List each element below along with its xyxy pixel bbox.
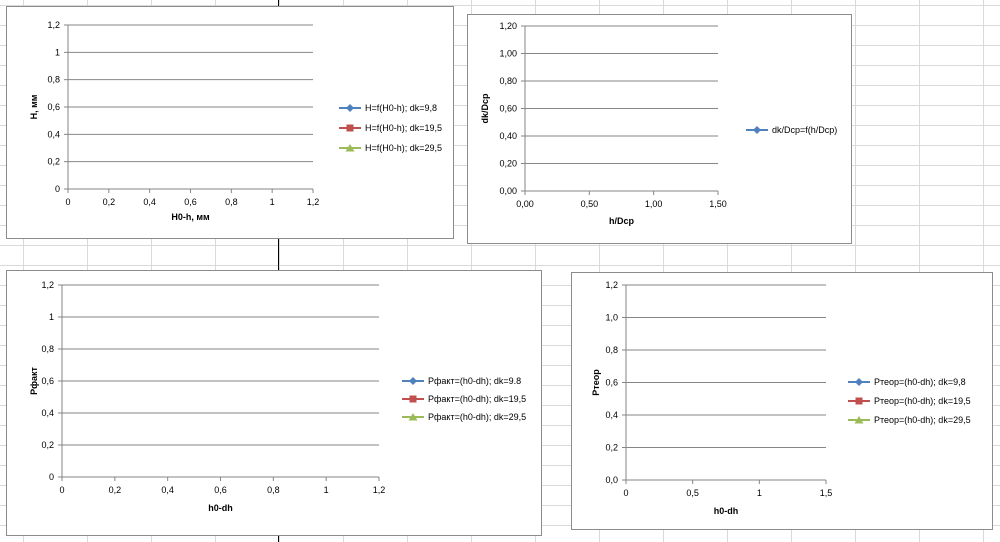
y-tick-label: 0 xyxy=(55,184,60,194)
x-axis-title: h0-dh xyxy=(714,506,739,516)
x-tick-label: 1 xyxy=(270,197,275,207)
legend-label: dk/Dcp=f(h/Dcp) xyxy=(772,125,837,135)
y-tick-label: 0,4 xyxy=(47,129,60,139)
x-tick-label: 0,00 xyxy=(516,199,534,209)
x-tick-label: 0,6 xyxy=(214,485,227,495)
y-tick-label: 0,40 xyxy=(499,131,517,141)
legend-label: Ртеор=(h0-dh); dk=29,5 xyxy=(874,415,971,425)
y-tick-label: 0,4 xyxy=(41,408,54,418)
y-tick-label: 1,20 xyxy=(499,21,517,31)
legend-marker xyxy=(346,124,354,132)
x-tick-label: 0 xyxy=(623,488,628,498)
x-tick-label: 1 xyxy=(324,485,329,495)
chart-h-vs-h0-h[interactable]: 0 0,2 0,4 0,6 0,8 1 1,2 0 0,2 0,4 0,6 0,8 1 1,2 H0-h, … xyxy=(6,6,454,239)
y-tick-label: 0,2 xyxy=(41,440,54,450)
y-tick-label: 0,6 xyxy=(41,376,54,386)
x-tick-label: 0 xyxy=(65,197,70,207)
y-tick-label: 1 xyxy=(55,47,60,57)
x-tick-label: 0,8 xyxy=(225,197,238,207)
y-tick-label: 0,0 xyxy=(605,475,618,485)
x-tick-label: 0 xyxy=(59,485,64,495)
y-tick-label: 0,6 xyxy=(605,378,618,388)
y-tick-label: 1,2 xyxy=(47,20,60,30)
legend-marker xyxy=(346,104,354,112)
legend-marker xyxy=(854,416,864,424)
x-tick-label: 1,2 xyxy=(307,197,320,207)
y-tick-label: 1,00 xyxy=(499,49,517,59)
chart-svg: 0 0,2 0,4 0,6 0,8 1 1,2 0 0,2 0,4 0,6 0,8 1 1,2 h0-dh Р… xyxy=(29,280,526,513)
x-tick-label: 1,50 xyxy=(709,199,727,209)
y-tick-label: 0,60 xyxy=(499,104,517,114)
y-tick-label: 0 xyxy=(49,472,54,482)
chart-p-theor[interactable]: 0,0 0,2 0,4 0,6 0,8 1,0 1,2 0 0,5 1 1,5 h0-dh Ртеор Р… xyxy=(571,272,993,530)
legend-marker xyxy=(408,413,418,421)
y-axis-title: dk/Dcp xyxy=(480,93,490,124)
legend-marker xyxy=(855,378,863,386)
x-tick-label: 0,2 xyxy=(109,485,122,495)
legend-marker xyxy=(409,395,417,403)
y-tick-label: 1,0 xyxy=(605,313,618,323)
x-tick-label: 0,6 xyxy=(184,197,197,207)
y-tick-label: 0,00 xyxy=(499,186,517,196)
legend-marker xyxy=(855,397,863,405)
y-tick-label: 0,20 xyxy=(499,159,517,169)
x-tick-label: 1,00 xyxy=(645,199,663,209)
y-tick-label: 0,8 xyxy=(41,344,54,354)
x-tick-label: 0,5 xyxy=(686,488,699,498)
y-tick-label: 0,80 xyxy=(499,76,517,86)
legend-label: Рфакт=(h0-dh); dk=9.8 xyxy=(428,376,521,386)
legend-label: H=f(H0-h); dk=19,5 xyxy=(365,123,442,133)
y-axis-title: Рфакт xyxy=(29,367,39,395)
y-axis-title: H, мм xyxy=(29,94,39,119)
x-axis-title: h/Dcp xyxy=(609,216,635,226)
x-tick-label: 0,4 xyxy=(143,197,156,207)
y-tick-label: 0,8 xyxy=(47,75,60,85)
y-tick-label: 0,2 xyxy=(47,157,60,167)
legend-marker xyxy=(409,377,417,385)
x-axis-title: h0-dh xyxy=(208,503,233,513)
x-tick-label: 1,5 xyxy=(820,488,833,498)
y-tick-label: 1,2 xyxy=(605,280,618,290)
y-tick-label: 1 xyxy=(49,312,54,322)
x-tick-label: 0,4 xyxy=(161,485,174,495)
x-tick-label: 1 xyxy=(757,488,762,498)
legend-label: Рфакт=(h0-dh); dk=19,5 xyxy=(428,394,526,404)
legend-label: H=f(H0-h); dk=9,8 xyxy=(365,103,437,113)
y-axis-title: Ртеор xyxy=(591,369,601,396)
legend-label: Ртеор=(h0-dh); dk=9,8 xyxy=(874,377,966,387)
y-tick-label: 0,8 xyxy=(605,345,618,355)
chart-svg: 0,00 0,20 0,40 0,60 0,80 1,00 1,20 0,00 0,50 1,00… xyxy=(480,21,837,226)
x-tick-label: 0,2 xyxy=(103,197,116,207)
chart-dk-dcp-vs-h-dcp[interactable]: 0,00 0,20 0,40 0,60 0,80 1,00 1,20 0,00 0,50 1,00… xyxy=(467,14,852,244)
y-tick-label: 0,6 xyxy=(47,102,60,112)
y-tick-label: 0,2 xyxy=(605,443,618,453)
x-tick-label: 1,2 xyxy=(373,485,386,495)
x-axis-title: H0-h, мм xyxy=(171,212,210,222)
y-tick-label: 0,4 xyxy=(605,410,618,420)
legend-label: Ртеор=(h0-dh); dk=19,5 xyxy=(874,396,971,406)
legend-label: H=f(H0-h); dk=29,5 xyxy=(365,143,442,153)
x-tick-label: 0,50 xyxy=(581,199,599,209)
legend-marker xyxy=(345,144,355,152)
x-tick-label: 0,8 xyxy=(267,485,280,495)
chart-svg: 0 0,2 0,4 0,6 0,8 1 1,2 0 0,2 0,4 0,6 0,8 1 1,2 H0-h, … xyxy=(29,20,442,222)
legend-label: Рфакт=(h0-dh); dk=29,5 xyxy=(428,412,526,422)
y-tick-label: 1,2 xyxy=(41,280,54,290)
legend-marker xyxy=(753,126,761,134)
chart-p-fact[interactable]: 0 0,2 0,4 0,6 0,8 1 1,2 0 0,2 0,4 0,6 0,8 1 1,2 h0-dh Р… xyxy=(6,270,542,536)
chart-svg: 0,0 0,2 0,4 0,6 0,8 1,0 1,2 0 0,5 1 1,5 h0-dh Ртеор Р… xyxy=(591,280,971,516)
